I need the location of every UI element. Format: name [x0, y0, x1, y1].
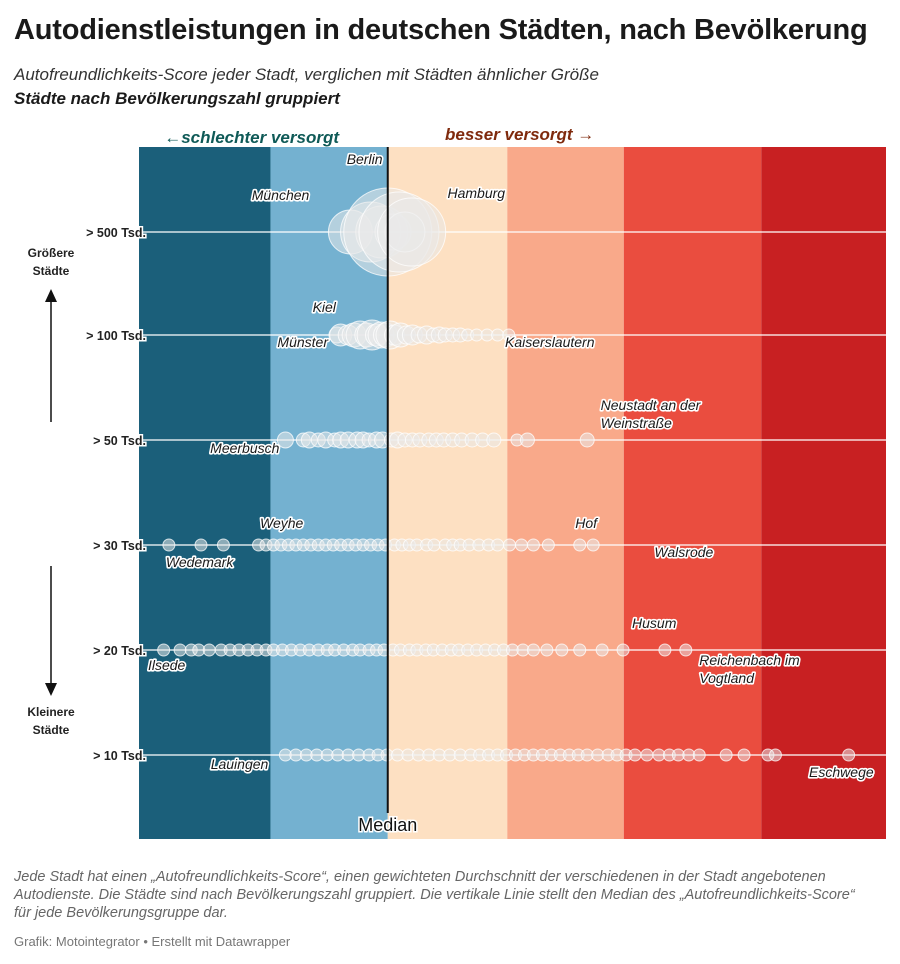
side-label-bottom-2: Städte — [33, 723, 70, 737]
data-point — [579, 432, 595, 448]
chart-subtitle-grouping: Städte nach Bevölkerungszahl gruppiert — [14, 89, 340, 108]
annotation-label: Neustadt an der — [601, 397, 702, 413]
y-tick-label: > 100 Tsd. — [86, 329, 146, 343]
data-point — [502, 328, 516, 342]
data-point — [555, 643, 569, 657]
data-point — [573, 643, 587, 657]
data-point — [586, 538, 600, 552]
data-point — [216, 538, 230, 552]
annotation-label: Weinstraße — [601, 415, 673, 431]
side-label-top-2: Städte — [33, 264, 70, 278]
data-point — [573, 538, 587, 552]
data-point — [486, 432, 502, 448]
annotation-label: Kiel — [313, 299, 337, 315]
data-point — [526, 538, 540, 552]
data-point — [276, 431, 294, 449]
y-tick-label: > 10 Tsd. — [93, 749, 146, 763]
annotation-label: Berlin — [347, 151, 383, 167]
data-point — [692, 748, 706, 762]
data-point — [540, 643, 554, 657]
data-point — [658, 643, 672, 657]
chart-subtitle: Autofreundlichkeits-Score jeder Stadt, v… — [14, 65, 599, 84]
annotation-label: Münster — [277, 334, 329, 350]
data-point — [526, 643, 540, 657]
side-label-top: Größere — [28, 246, 75, 260]
data-point — [514, 538, 528, 552]
annotation-label: Hof — [575, 515, 599, 531]
median-label: Median — [358, 815, 417, 835]
data-point — [640, 748, 654, 762]
chart: Median ←schlechter versorgt besser versorg… — [27, 125, 886, 839]
band-6 — [761, 147, 886, 839]
data-point — [719, 748, 733, 762]
data-point — [491, 328, 505, 342]
annotation-label: Walsrode — [654, 544, 713, 560]
chart-credit: Grafik: Motointegrator • Erstellt mit Da… — [14, 934, 291, 949]
y-tick-label: > 500 Tsd. — [86, 226, 146, 240]
annotation-label: Kaiserslautern — [505, 334, 595, 350]
chart-notes: Jede Stadt hat einen „Autofreundlichkeit… — [14, 869, 855, 921]
annotation-label: Eschwege — [809, 764, 874, 780]
annotation-label: Vogtland — [699, 670, 755, 686]
y-tick-label: > 20 Tsd. — [93, 644, 146, 658]
data-point — [541, 538, 555, 552]
data-point — [491, 538, 505, 552]
annotation-label: Meerbusch — [210, 440, 279, 456]
annotation-label: Ilsede — [148, 657, 186, 673]
annotation-label: München — [252, 187, 310, 203]
worse-label: ←schlechter versorgt — [164, 128, 340, 147]
side-label-bottom: Kleinere — [27, 705, 75, 719]
data-point — [737, 748, 751, 762]
data-point — [377, 197, 447, 267]
data-point — [616, 643, 630, 657]
arrow-up-head — [45, 289, 57, 302]
annotation-label: Reichenbach im — [699, 652, 800, 668]
band-5 — [623, 147, 762, 839]
annotation-label: Lauingen — [211, 756, 269, 772]
data-point — [194, 538, 208, 552]
annotation-label: Weyhe — [260, 515, 304, 531]
data-point — [173, 643, 187, 657]
data-point — [427, 538, 441, 552]
data-point — [503, 538, 517, 552]
data-point — [519, 432, 535, 448]
band-1 — [139, 147, 271, 839]
data-point — [628, 748, 642, 762]
data-point — [202, 643, 216, 657]
annotation-label: Hamburg — [448, 185, 506, 201]
data-point — [842, 748, 856, 762]
chart-title: Autodienstleistungen in deutschen Städte… — [14, 14, 868, 46]
data-point — [162, 538, 176, 552]
data-point — [157, 643, 171, 657]
data-point — [679, 643, 693, 657]
data-point — [768, 748, 782, 762]
data-point — [595, 643, 609, 657]
y-tick-label: > 50 Tsd. — [93, 434, 146, 448]
y-tick-label: > 30 Tsd. — [93, 539, 146, 553]
better-label: besser versorgt → — [445, 125, 594, 144]
annotation-label: Husum — [632, 615, 677, 631]
band-4 — [507, 147, 624, 839]
annotation-label: Wedemark — [166, 554, 234, 570]
points-layer — [157, 187, 856, 762]
arrow-down-head — [45, 683, 57, 696]
